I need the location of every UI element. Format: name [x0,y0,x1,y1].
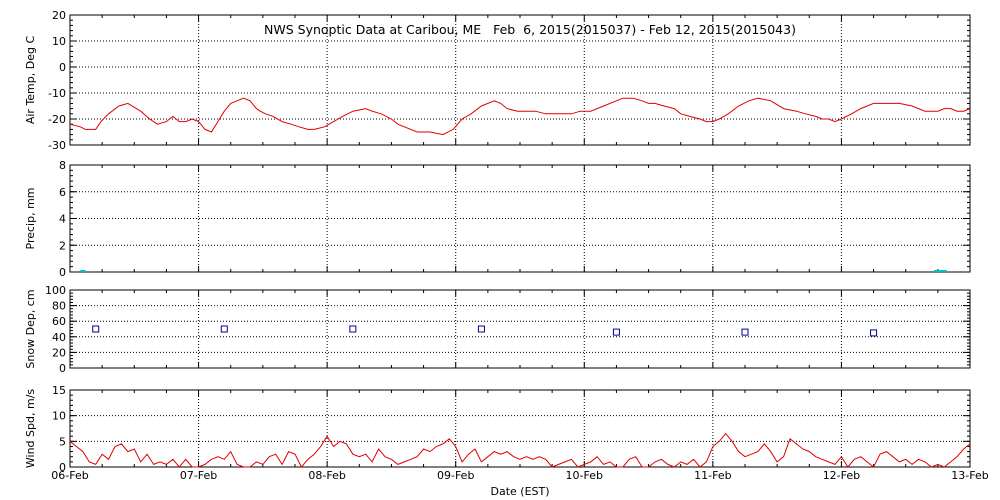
y-tick-label: -20 [48,113,66,126]
x-tick-label: 12-Feb [823,469,860,482]
y-axis-title: Snow Dep, cm [24,289,37,368]
y-axis-title: Wind Spd, m/s [24,389,37,469]
data-point [612,328,620,336]
x-tick-label: 09-Feb [437,469,474,482]
y-axis-title: Air Temp, Deg C [24,36,37,125]
y-tick-label: 80 [52,300,66,313]
panel-snow-depth: 100 80 60 40 20 0 Snow Dep, cm [24,284,971,375]
data-point [870,329,878,337]
data-series-wind-speed [69,432,971,468]
x-axis-tick-labels: 06-Feb 07-Feb 08-Feb 09-Feb 10-Feb 11-Feb 12-F… [51,469,988,482]
y-tick-label: -10 [48,87,66,100]
panel-air-temp: 20 10 0 -10 -20 -30 Air Temp, Deg C [24,9,971,152]
y-tick-label: 8 [59,159,66,172]
y-axis-title: Precip, mm [24,188,37,250]
y-tick-label: 40 [52,331,66,344]
x-tick-label: 06-Feb [51,469,88,482]
y-tick-label: 0 [59,266,66,279]
data-point [741,328,749,336]
y-tick-label: -30 [48,139,66,152]
y-tick-label: 10 [52,35,66,48]
y-tick-label: 20 [52,346,66,359]
y-tick-label: 6 [59,186,66,199]
y-tick-label: 0 [59,362,66,375]
y-tick-label: 20 [52,9,66,22]
x-axis-title: Date (EST) [490,485,549,498]
x-tick-label: 11-Feb [694,469,731,482]
y-tick-label: 4 [59,213,66,226]
data-point [220,325,228,333]
x-tick-label: 07-Feb [180,469,217,482]
y-tick-label: 10 [52,410,66,423]
y-tick-label: 2 [59,239,66,252]
y-tick-label: 0 [59,61,66,74]
x-tick-label: 08-Feb [308,469,345,482]
plot-frame [69,389,971,468]
y-tick-label: 5 [59,435,66,448]
y-tick-label: 60 [52,315,66,328]
panel-wind-speed: 15 10 5 0 Wind Spd, m/s [24,384,971,474]
data-point [92,325,100,333]
x-tick-label: 13-Feb [951,469,988,482]
panel-precip: 8 6 4 2 0 Precip, mm [24,159,971,279]
plot-frame [69,289,971,369]
data-point [349,325,357,333]
data-series-air-temp [69,97,971,136]
y-tick-label: 100 [45,284,66,297]
data-point [477,325,485,333]
y-tick-label: 0 [59,461,66,474]
chart-title: NWS Synoptic Data at Caribou, ME Feb 6, … [264,22,796,37]
x-tick-label: 10-Feb [566,469,603,482]
y-tick-label: 15 [52,384,66,397]
